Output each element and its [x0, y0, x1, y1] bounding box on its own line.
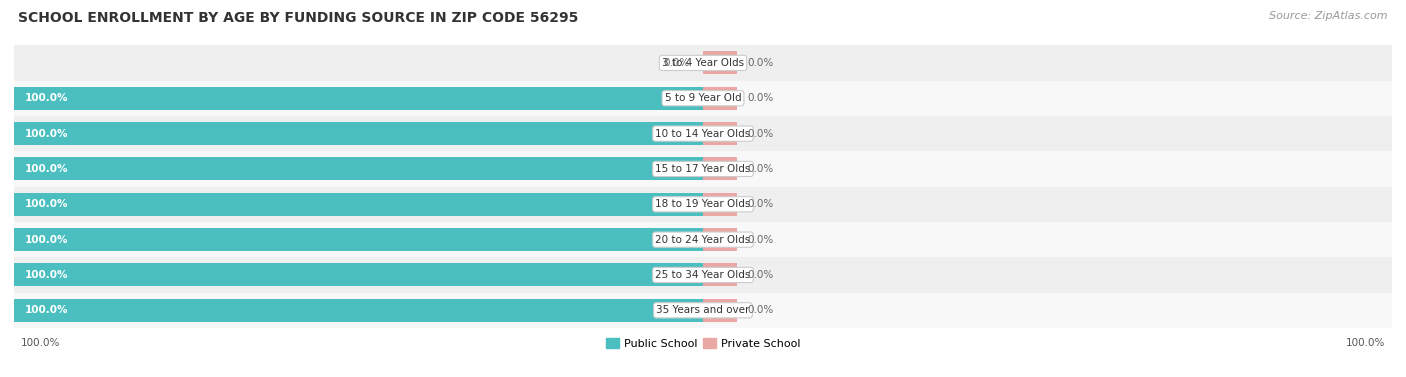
Text: 100.0%: 100.0% — [21, 338, 60, 348]
Text: 0.0%: 0.0% — [748, 270, 775, 280]
Text: Source: ZipAtlas.com: Source: ZipAtlas.com — [1270, 11, 1388, 21]
Bar — [14, 222, 1392, 257]
Text: 0.0%: 0.0% — [748, 129, 775, 139]
Bar — [14, 187, 1392, 222]
Text: 100.0%: 100.0% — [1346, 338, 1385, 348]
Bar — [14, 293, 1392, 328]
Bar — [14, 45, 1392, 81]
Text: 3 to 4 Year Olds: 3 to 4 Year Olds — [662, 58, 744, 68]
Text: 25 to 34 Year Olds: 25 to 34 Year Olds — [655, 270, 751, 280]
Text: 18 to 19 Year Olds: 18 to 19 Year Olds — [655, 199, 751, 209]
Text: 100.0%: 100.0% — [24, 164, 67, 174]
Legend: Public School, Private School: Public School, Private School — [602, 334, 804, 353]
Bar — [703, 193, 738, 216]
Text: 100.0%: 100.0% — [24, 270, 67, 280]
Text: 0.0%: 0.0% — [748, 234, 775, 245]
Bar — [703, 158, 738, 181]
Text: 0.0%: 0.0% — [664, 58, 689, 68]
Text: 10 to 14 Year Olds: 10 to 14 Year Olds — [655, 129, 751, 139]
Bar — [14, 158, 703, 181]
Bar — [14, 264, 703, 287]
Bar — [14, 151, 1392, 187]
Text: 100.0%: 100.0% — [24, 199, 67, 209]
Text: SCHOOL ENROLLMENT BY AGE BY FUNDING SOURCE IN ZIP CODE 56295: SCHOOL ENROLLMENT BY AGE BY FUNDING SOUR… — [18, 11, 579, 25]
Text: 20 to 24 Year Olds: 20 to 24 Year Olds — [655, 234, 751, 245]
Bar — [703, 299, 738, 322]
Text: 35 Years and over: 35 Years and over — [657, 305, 749, 315]
Text: 0.0%: 0.0% — [748, 164, 775, 174]
Text: 100.0%: 100.0% — [24, 93, 67, 103]
Bar — [14, 299, 703, 322]
Bar — [703, 122, 738, 145]
Bar — [14, 81, 1392, 116]
Text: 0.0%: 0.0% — [748, 93, 775, 103]
Bar — [14, 122, 703, 145]
Text: 15 to 17 Year Olds: 15 to 17 Year Olds — [655, 164, 751, 174]
Bar — [14, 116, 1392, 151]
Bar — [14, 193, 703, 216]
Text: 5 to 9 Year Old: 5 to 9 Year Old — [665, 93, 741, 103]
Bar — [14, 257, 1392, 293]
Bar — [14, 228, 703, 251]
Text: 100.0%: 100.0% — [24, 234, 67, 245]
Text: 100.0%: 100.0% — [24, 129, 67, 139]
Text: 100.0%: 100.0% — [24, 305, 67, 315]
Bar — [703, 228, 738, 251]
Bar — [703, 87, 738, 110]
Text: 0.0%: 0.0% — [748, 305, 775, 315]
Text: 0.0%: 0.0% — [748, 199, 775, 209]
Bar — [703, 264, 738, 287]
Bar — [703, 51, 738, 74]
Text: 0.0%: 0.0% — [748, 58, 775, 68]
Bar — [14, 87, 703, 110]
